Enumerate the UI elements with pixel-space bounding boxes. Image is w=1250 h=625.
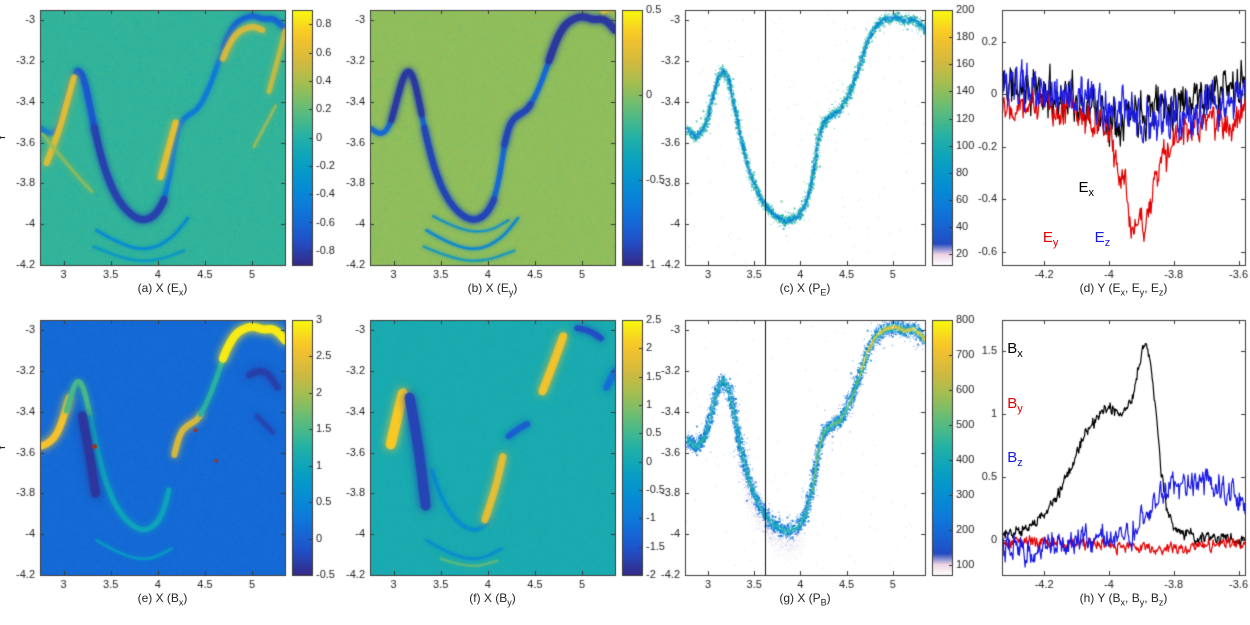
- legend-E-x: Ex: [1078, 178, 1094, 199]
- caption-f: (f) X (By): [469, 591, 516, 608]
- legend-B-y: By: [1007, 395, 1023, 416]
- caption-e: (e) X (Bx): [137, 591, 188, 608]
- caption-b: (b) X (Ey): [467, 281, 518, 298]
- caption-g: (g) X (PB): [779, 591, 831, 608]
- legend-E-z: Ez: [1094, 228, 1111, 249]
- y-axis-label-row2: Y: [0, 443, 8, 452]
- legend-B-x: Bx: [1007, 340, 1023, 361]
- y-axis-label-row1: Y: [0, 133, 8, 142]
- caption-d: (d) Y (Ex, Ey, Ez): [1079, 281, 1168, 298]
- caption-h: (h) Y (Bx, By, Bz): [1079, 591, 1168, 608]
- caption-c: (c) X (PE): [779, 281, 831, 298]
- caption-a: (a) X (Ex): [137, 281, 188, 298]
- legend-B-z: Bz: [1007, 449, 1023, 470]
- legend-E-y: Ey: [1042, 228, 1059, 249]
